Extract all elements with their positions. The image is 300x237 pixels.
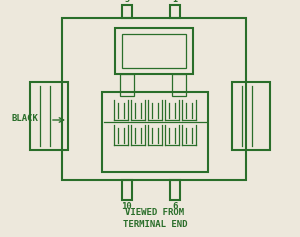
Bar	[170, 5, 180, 18]
Text: 5: 5	[124, 0, 130, 4]
Text: BLACK: BLACK	[12, 114, 39, 123]
Text: 10: 10	[122, 202, 132, 211]
Bar	[122, 180, 132, 200]
Bar	[170, 180, 180, 200]
Bar	[102, 92, 208, 172]
Text: 1: 1	[172, 0, 178, 4]
Text: 6: 6	[172, 202, 178, 211]
Text: VIEWED FROM
TERMINAL END: VIEWED FROM TERMINAL END	[123, 208, 187, 229]
Bar	[232, 82, 270, 150]
Bar	[62, 18, 246, 180]
Bar	[122, 34, 186, 68]
Bar	[122, 5, 132, 18]
Bar	[120, 74, 134, 96]
Bar	[115, 28, 193, 74]
Bar	[30, 82, 68, 150]
Bar	[172, 74, 186, 96]
